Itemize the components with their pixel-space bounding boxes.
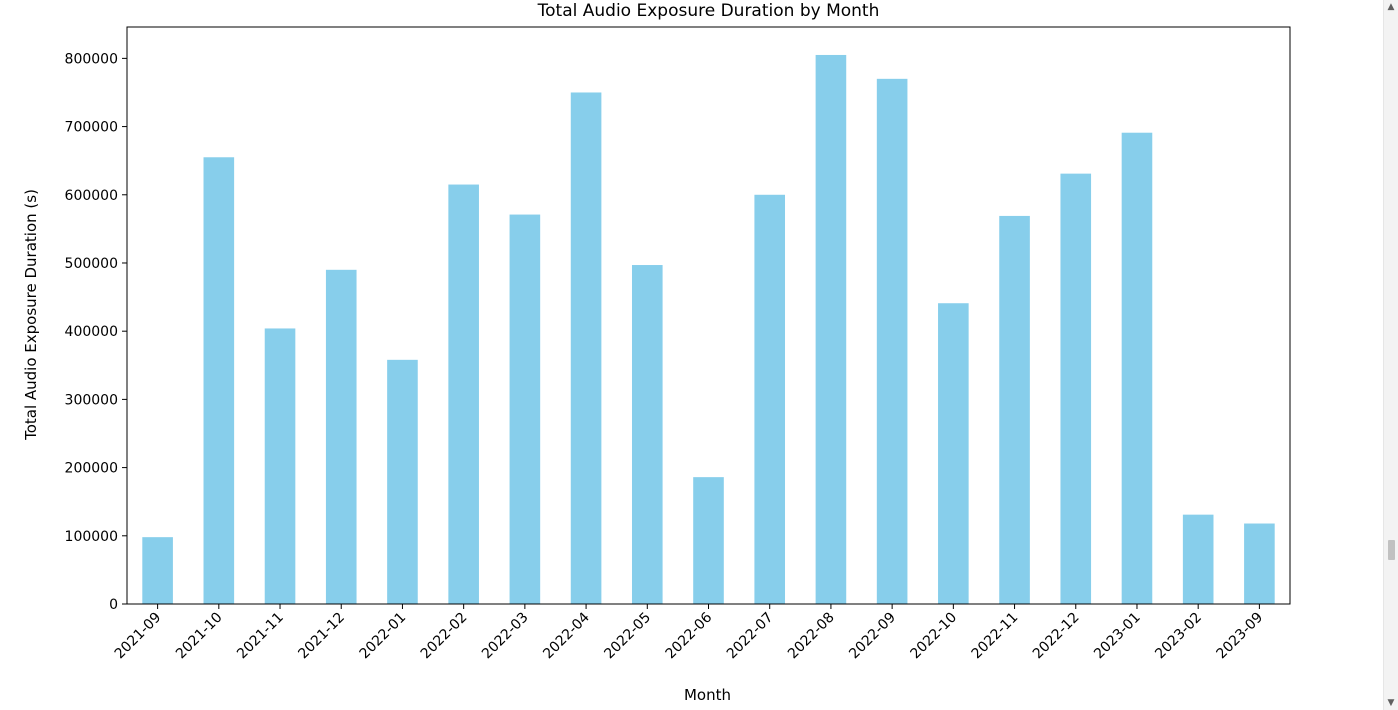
chevron-down-icon[interactable]: ▼ — [1387, 698, 1395, 708]
chart-title: Total Audio Exposure Duration by Month — [537, 1, 880, 21]
x-tick-label: 2021-12 — [295, 610, 348, 663]
x-tick-label: 2022-02 — [418, 610, 471, 663]
bar — [570, 92, 602, 605]
bar — [448, 184, 479, 604]
x-tick-label: 2022-09 — [846, 610, 899, 663]
bar — [693, 477, 724, 604]
x-tick-label: 2021-09 — [112, 610, 165, 663]
y-tick-label: 0 — [109, 597, 118, 613]
y-axis-label: Total Audio Exposure Duration (s) — [22, 189, 40, 441]
y-tick-label: 300000 — [65, 392, 118, 408]
bar — [142, 537, 173, 604]
bar — [509, 214, 541, 605]
bar — [938, 303, 969, 604]
vertical-scrollbar[interactable]: ▲ ▼ — [1383, 0, 1398, 710]
scrollbar-thumb[interactable] — [1388, 540, 1395, 560]
y-tick-label: 800000 — [65, 51, 118, 67]
x-tick-label: 2022-07 — [724, 610, 777, 663]
y-tick-label: 500000 — [65, 256, 118, 272]
bar — [631, 265, 663, 604]
y-tick-label: 400000 — [65, 324, 118, 340]
chevron-up-icon[interactable]: ▲ — [1387, 2, 1395, 12]
x-tick-label: 2022-04 — [540, 609, 593, 662]
bar — [203, 157, 235, 605]
x-tick-label: 2022-06 — [663, 609, 716, 662]
x-tick-label: 2022-03 — [479, 610, 532, 663]
x-tick-label: 2022-05 — [601, 610, 654, 663]
bar — [1121, 132, 1153, 604]
x-tick-label: 2023-09 — [1214, 610, 1267, 663]
x-tick-label: 2022-12 — [1030, 610, 1083, 663]
x-tick-label: 2021-10 — [173, 610, 226, 663]
x-tick-label: 2022-10 — [907, 610, 960, 663]
bar — [999, 215, 1030, 605]
x-axis-label: Month — [684, 686, 731, 704]
y-tick-label: 700000 — [65, 120, 118, 136]
x-tick-label: 2022-01 — [357, 610, 410, 663]
x-tick-label: 2022-08 — [785, 610, 838, 663]
bar — [325, 269, 357, 604]
bar — [387, 359, 418, 604]
x-tick-label: 2021-11 — [234, 610, 287, 663]
bar — [754, 194, 786, 604]
x-tick-label: 2023-02 — [1152, 610, 1205, 663]
y-tick-label: 200000 — [65, 461, 118, 477]
bar — [1182, 514, 1214, 604]
y-tick-label: 100000 — [65, 529, 118, 545]
bar — [1060, 173, 1092, 604]
bar — [815, 54, 847, 604]
x-tick-label: 2022-11 — [969, 610, 1022, 663]
bar — [876, 78, 908, 604]
bar — [264, 328, 296, 604]
y-tick-label: 600000 — [65, 188, 118, 204]
x-tick-label: 2023-01 — [1091, 610, 1144, 663]
bar — [1244, 523, 1275, 604]
